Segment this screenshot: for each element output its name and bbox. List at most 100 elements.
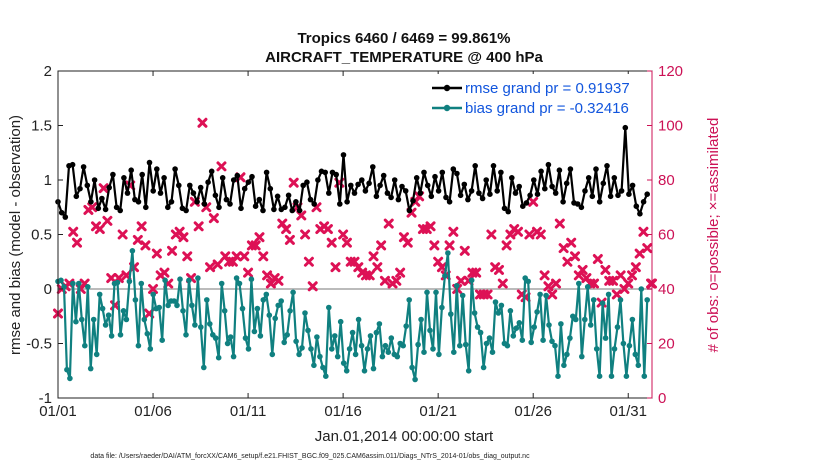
bias-series-point (454, 282, 460, 289)
bias-series-point (465, 368, 472, 374)
rmse-series-point (607, 193, 614, 200)
obs-assimilated-marker (94, 224, 105, 235)
rmse-series-point (402, 188, 409, 194)
bias-series-point (579, 353, 585, 360)
obs-assimilated-marker (159, 267, 170, 278)
bias-series-point (165, 302, 171, 309)
bias-series-point (201, 364, 207, 371)
obs-assimilated-marker (543, 281, 554, 292)
bias-series-point (242, 335, 249, 341)
chart-subtitle: AIRCRAFT_TEMPERATURE @ 400 hPa (265, 49, 543, 66)
bias-series-point (590, 297, 597, 303)
rmse-series-point (271, 206, 277, 213)
bias-series-point (58, 277, 64, 284)
bias-series-point (293, 338, 299, 345)
y-right-tick-label: 0 (658, 390, 666, 407)
rmse-series-point (80, 164, 87, 170)
rmse-series-point (95, 205, 102, 212)
rmse-series-point (516, 183, 522, 190)
rmse-series-point (256, 196, 263, 203)
rmse-series-point (296, 207, 303, 214)
rmse-series-point (124, 190, 131, 196)
bias-series-point (382, 342, 389, 349)
rmse-series-point (611, 175, 618, 181)
rmse-series-point (91, 177, 98, 183)
rmse-series-point (121, 175, 127, 181)
bias-series-point (326, 304, 332, 311)
obs-assimilated-marker (630, 262, 641, 273)
bias-series-point (93, 351, 100, 358)
bias-series-point (73, 318, 79, 325)
rmse-series-point (99, 195, 105, 202)
rmse-series-point (465, 196, 471, 203)
x-tick-label: 01/01 (39, 403, 77, 420)
y-right-tick-label: 120 (658, 63, 683, 80)
rmse-series-point (241, 185, 248, 192)
rmse-series-point (589, 193, 596, 200)
rmse-series-point (150, 188, 156, 194)
rmse-series-point (84, 182, 91, 189)
bias-series-point (361, 368, 368, 374)
obs-assimilated-marker (376, 240, 387, 251)
rmse-series-point (311, 201, 318, 207)
rmse-series-point (574, 201, 581, 207)
obs-assimilated-marker (148, 284, 159, 294)
bias-series-point (320, 364, 326, 371)
rmse-series-point (527, 192, 533, 199)
rmse-series-point (157, 190, 164, 196)
y-left-tick-label: 0 (44, 281, 52, 298)
rmse-series-point (315, 177, 321, 183)
obs-assimilated-marker (341, 237, 352, 248)
obs-assimilated-marker (608, 275, 619, 286)
rmse-series-point (333, 171, 340, 178)
bias-series-point (263, 291, 270, 298)
obs-assimilated-marker (471, 267, 482, 278)
bias-series-point (305, 327, 311, 334)
rmse-series-point (501, 205, 508, 212)
bias-series-point (641, 373, 648, 380)
rmse-series-point (629, 182, 636, 189)
rmse-series-point (212, 192, 219, 199)
y-axis-right-label: # of obs: o=possible; ×=assimilated (705, 118, 722, 353)
y-right-tick-label: 40 (658, 281, 675, 298)
rmse-series-point (351, 190, 358, 196)
obs-assimilated-marker (562, 256, 573, 267)
bias-series-point (162, 277, 168, 284)
y-left-tick-label: 2 (44, 63, 52, 80)
obs-assimilated-marker (117, 229, 128, 240)
rmse-series-point (618, 188, 625, 194)
rmse-series-point (194, 199, 200, 205)
rmse-series-point (117, 207, 123, 214)
bias-series-point (442, 273, 448, 279)
rmse-series-point (366, 180, 372, 187)
bias-series-point (156, 304, 162, 311)
bias-series-point (561, 362, 567, 369)
obs-assimilated-marker (243, 267, 254, 278)
bias-series-point (102, 322, 109, 328)
y-right-tick-label: 60 (658, 227, 675, 244)
rmse-series-point (326, 190, 332, 196)
rmse-series-point (128, 167, 134, 173)
bias-series-point (439, 304, 445, 311)
rmse-series-point (435, 188, 442, 194)
bias-series-point (105, 312, 112, 319)
rmse-series-point (260, 207, 266, 214)
rmse-series-point (362, 188, 369, 194)
bias-series-point (150, 291, 156, 298)
obs-assimilated-marker (425, 221, 436, 232)
obs-assimilated-marker (368, 251, 379, 262)
x-tick-label: 01/16 (324, 403, 362, 420)
bias-series-point (599, 300, 606, 307)
rmse-series-point (176, 182, 182, 189)
bias-series-point (486, 335, 493, 341)
bias-series-point (611, 346, 618, 352)
bias-series-point (204, 297, 210, 303)
bias-series-point (510, 333, 517, 339)
obs-assimilated-marker (322, 224, 333, 235)
rmse-series-point (567, 166, 574, 172)
rmse-series-point (252, 203, 259, 209)
obs-assimilated-marker (98, 183, 109, 194)
rmse-series-point (563, 180, 570, 187)
bias-series-point (552, 342, 558, 349)
rmse-series-point (505, 208, 512, 215)
